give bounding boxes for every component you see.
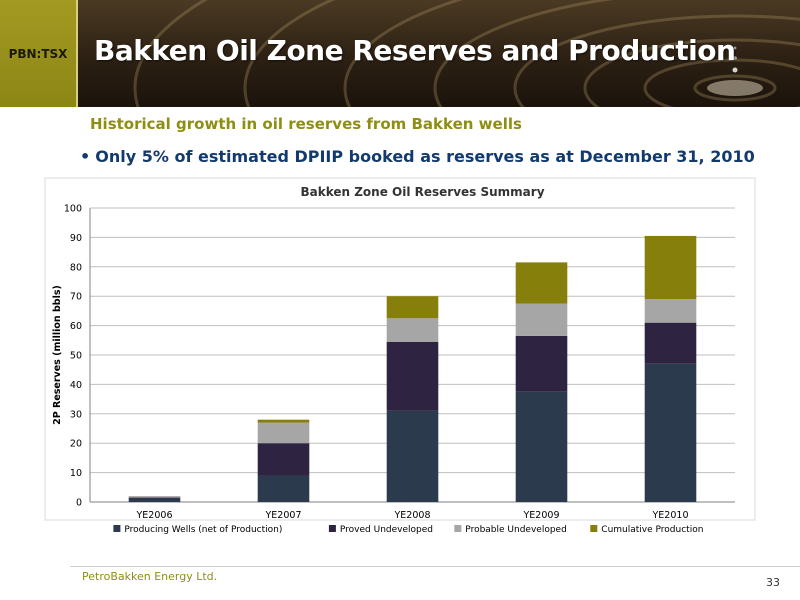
legend-swatch-2 — [328, 525, 336, 532]
y-axis-label: 2P Reserves (million bbls) — [52, 285, 63, 425]
legend-label-1: Producing Wells (net of Production) — [124, 525, 282, 535]
slide-title: Bakken Oil Zone Reserves and Production — [94, 34, 736, 67]
x-tick-label: YE2010 — [652, 510, 689, 521]
y-tick-label: 10 — [70, 468, 82, 479]
bar-YE2007-series-3 — [257, 422, 310, 444]
legend-label-2: Proved Undeveloped — [340, 525, 433, 535]
y-tick-label: 80 — [70, 262, 82, 273]
y-tick-label: 0 — [76, 498, 82, 509]
bar-YE2009-series-4 — [515, 262, 568, 304]
bar-YE2008-series-2 — [386, 341, 439, 411]
footer-divider — [70, 566, 800, 567]
x-tick-label: YE2008 — [394, 510, 431, 521]
bullet-dot-icon: • — [80, 147, 91, 166]
footer-company: PetroBakken Energy Ltd. — [82, 570, 218, 583]
ticker-label: PBN:TSX — [8, 47, 68, 61]
y-tick-label: 70 — [70, 292, 82, 303]
bar-YE2010-series-3 — [644, 299, 697, 323]
header-banner: PBN:TSX Bakken Oil Zone Reserves and Pro… — [0, 0, 800, 107]
legend-label-3: Probable Undeveloped — [465, 525, 567, 535]
y-tick-label: 90 — [70, 233, 82, 244]
bar-YE2008-series-4 — [386, 296, 439, 319]
bar-YE2010-series-4 — [644, 235, 697, 300]
bar-YE2007-series-1 — [257, 475, 310, 502]
bar-YE2010-series-1 — [644, 363, 697, 502]
bar-YE2006-series-1 — [128, 498, 181, 502]
reserves-chart: Bakken Zone Oil Reserves Summary 0 10 20 30 4… — [44, 177, 756, 535]
bar-YE2007-series-2 — [257, 443, 310, 476]
y-tick-label: 30 — [70, 409, 82, 420]
legend-swatch-3 — [454, 525, 462, 532]
bar-YE2006-series-3 — [128, 496, 181, 498]
bullet-text: Only 5% of estimated DPIIP booked as res… — [95, 147, 755, 166]
legend-swatch-4 — [590, 525, 598, 532]
water-ripple-image — [13, 0, 800, 107]
x-tick-label: YE2006 — [136, 510, 173, 521]
y-tick-label: 20 — [70, 439, 82, 450]
x-tick-label: YE2009 — [523, 510, 560, 521]
x-tick-label: YE2007 — [265, 510, 302, 521]
bar-YE2008-series-1 — [386, 410, 439, 502]
bar-YE2010-series-2 — [644, 322, 697, 364]
legend-label-4: Cumulative Production — [601, 525, 703, 535]
bar-YE2007-series-4 — [257, 419, 310, 423]
bar-YE2008-series-3 — [386, 318, 439, 342]
y-tick-label: 50 — [70, 351, 82, 362]
bullet-point: • Only 5% of estimated DPIIP booked as re… — [80, 147, 755, 166]
ticker-box: PBN:TSX — [0, 0, 78, 107]
chart-title: Bakken Zone Oil Reserves Summary — [300, 185, 544, 199]
page-number: 33 — [766, 576, 780, 589]
bar-YE2009-series-1 — [515, 391, 568, 502]
legend-swatch-1 — [113, 525, 121, 532]
y-tick-label: 60 — [70, 321, 82, 332]
bar-YE2009-series-2 — [515, 335, 568, 392]
bar-YE2009-series-3 — [515, 303, 568, 336]
slide-subtitle: Historical growth in oil reserves from B… — [90, 115, 522, 133]
y-tick-label: 40 — [70, 380, 82, 391]
bar-YE2006-series-2 — [128, 497, 181, 499]
y-tick-label: 100 — [64, 204, 82, 215]
